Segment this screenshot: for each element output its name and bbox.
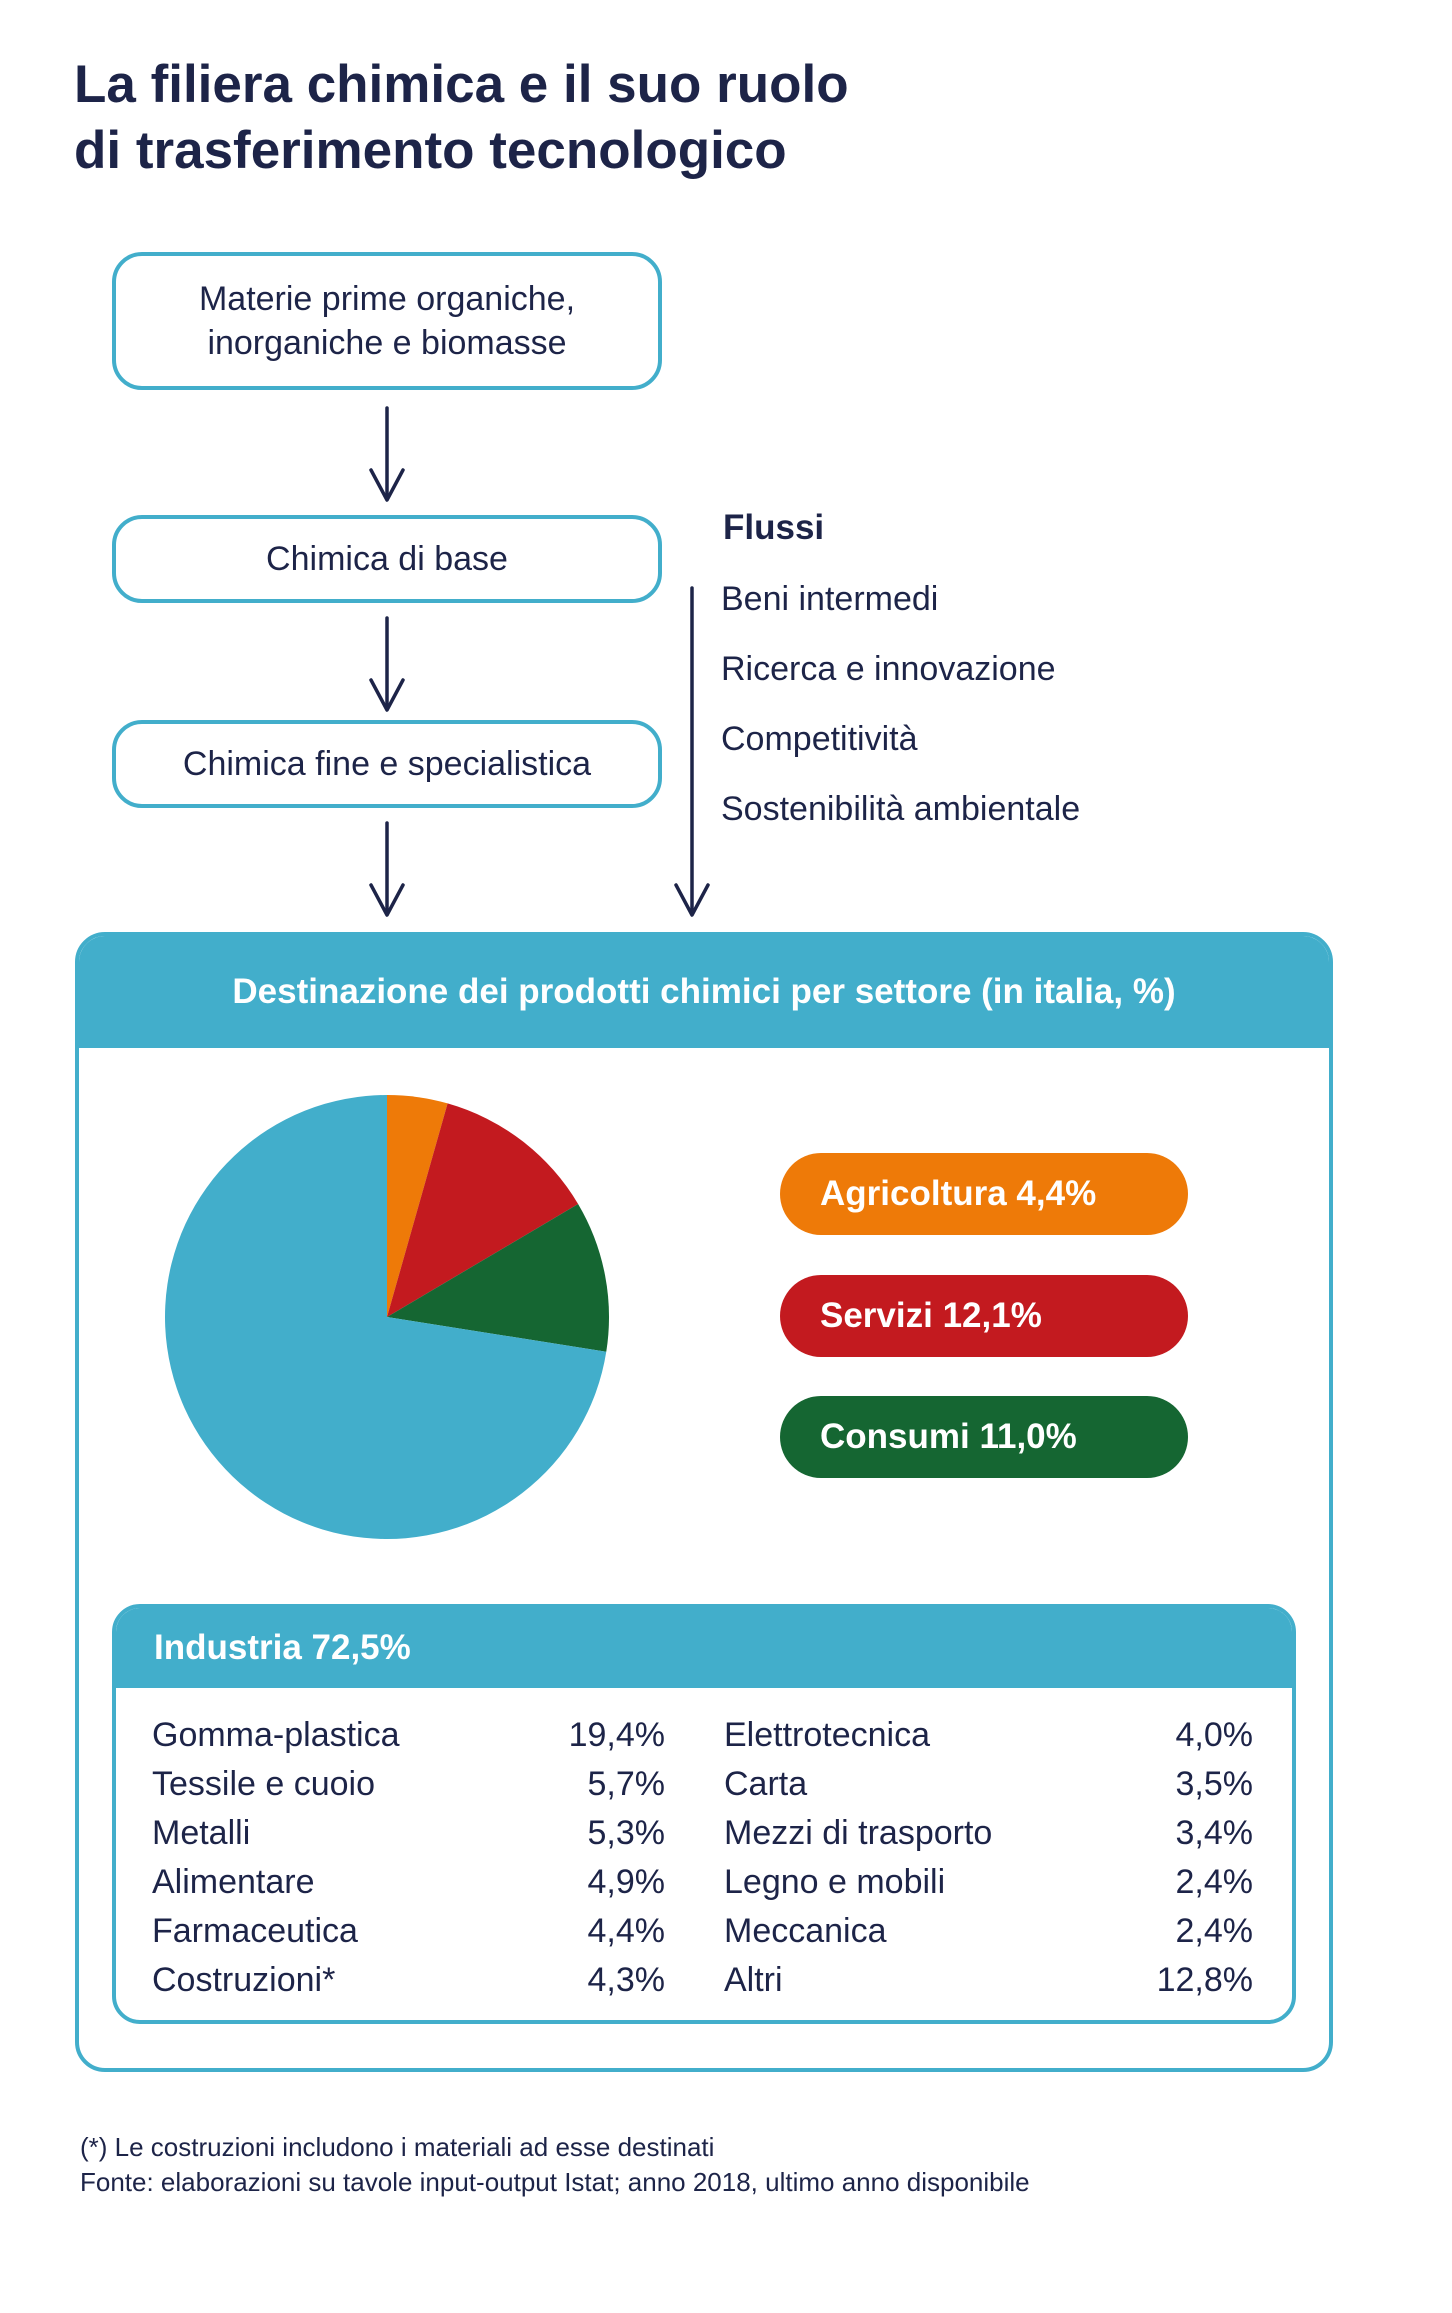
legend-consumi: Consumi 11,0% xyxy=(780,1396,1188,1478)
sector-name: Tessile e cuoio xyxy=(152,1765,376,1803)
sector-name: Meccanica xyxy=(724,1912,887,1950)
sector-value: 4,4% xyxy=(587,1912,666,1950)
flow-box-fine-label: Chimica fine e specialistica xyxy=(182,745,592,783)
pie-slice-industria xyxy=(165,1095,607,1539)
title-line-2: di trasferimento tecnologico xyxy=(74,121,787,180)
legend-agricoltura: Agricoltura 4,4% xyxy=(780,1153,1188,1235)
flussi-arrow-icon xyxy=(674,586,710,917)
flussi-title: Flussi xyxy=(723,508,825,547)
sector-value: 12,8% xyxy=(1156,1961,1253,1999)
flow-box-chimica-base: Chimica di base xyxy=(112,515,662,603)
sector-value: 3,5% xyxy=(1175,1765,1254,1803)
flow-box-materie-line-1: Materie prime organiche, xyxy=(198,280,576,318)
sector-value: 3,4% xyxy=(1175,1814,1254,1852)
sector-name: Alimentare xyxy=(152,1863,315,1901)
sector-name: Elettrotecnica xyxy=(724,1716,930,1754)
flussi-item: Beni intermedi xyxy=(721,580,939,618)
footnote-costruzioni: (*) Le costruzioni includono i materiali… xyxy=(80,2132,715,2162)
pie-slice-servizi xyxy=(387,1103,579,1317)
pie-chart xyxy=(165,1095,609,1539)
industria-title: Industria 72,5% xyxy=(116,1608,1292,1688)
sector-name: Legno e mobili xyxy=(724,1863,946,1901)
sector-name: Costruzioni* xyxy=(152,1961,336,1999)
sector-name: Altri xyxy=(724,1961,783,1999)
sector-name: Metalli xyxy=(152,1814,251,1852)
sector-name: Farmaceutica xyxy=(152,1912,358,1950)
sector-name: Mezzi di trasporto xyxy=(724,1814,993,1852)
flussi-item: Ricerca e innovazione xyxy=(721,650,1056,688)
sector-value: 2,4% xyxy=(1175,1912,1254,1950)
pie-slice-consumi xyxy=(387,1203,609,1352)
legend-servizi: Servizi 12,1% xyxy=(780,1275,1188,1357)
page-title: La filiera chimica e il suo ruolo di tra… xyxy=(74,52,849,184)
flow-arrows xyxy=(369,406,710,917)
flow-box-materie-line-2: inorganiche e biomasse xyxy=(207,324,567,362)
sector-value: 19,4% xyxy=(568,1716,665,1754)
flow-box-chimica-fine: Chimica fine e specialistica xyxy=(112,720,662,808)
flussi-item: Competitività xyxy=(721,720,918,758)
flussi-item: Sostenibilità ambientale xyxy=(721,790,1081,828)
sector-value: 4,3% xyxy=(587,1961,666,1999)
sector-value: 4,0% xyxy=(1175,1716,1254,1754)
pie-slice-agricoltura xyxy=(387,1095,448,1317)
panel-title: Destinazione dei prodotti chimici per se… xyxy=(79,936,1329,1048)
arrow-down-icon xyxy=(369,406,405,502)
arrow-down-icon xyxy=(369,616,405,712)
footnote-source: Fonte: elaborazioni su tavole input-outp… xyxy=(80,2167,1030,2197)
flow-box-materie-prime: Materie prime organiche, inorganiche e b… xyxy=(112,252,662,390)
title-line-1: La filiera chimica e il suo ruolo xyxy=(74,55,849,114)
flow-box-base-label: Chimica di base xyxy=(266,540,508,578)
sector-name: Carta xyxy=(724,1765,808,1803)
sector-value: 4,9% xyxy=(587,1863,666,1901)
sector-value: 5,3% xyxy=(587,1814,666,1852)
sector-name: Gomma-plastica xyxy=(152,1716,400,1754)
arrow-down-icon xyxy=(369,821,405,917)
sector-value: 5,7% xyxy=(587,1765,666,1803)
sector-value: 2,4% xyxy=(1175,1863,1254,1901)
industria-box: Industria 72,5% Gomma-plastica 19,4% Tes… xyxy=(112,1604,1296,2024)
